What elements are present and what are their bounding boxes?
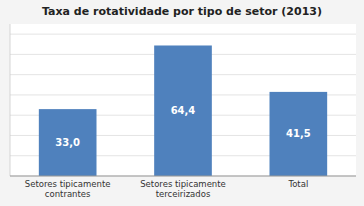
- bar: [39, 109, 97, 176]
- chart-container: Taxa de rotatividade por tipo de setor (…: [0, 0, 364, 206]
- data-labels: 33,0 64,4 41,5: [55, 105, 310, 148]
- plot-background: [10, 24, 356, 176]
- x-tick-labels: Setores tipicamentecontrantes Setores tip…: [25, 179, 308, 199]
- chart-title: Taxa de rotatividade por tipo de setor (…: [42, 5, 322, 18]
- grid-line: [10, 34, 356, 35]
- x-tick-label: Setores tipicamenteterceirizados: [140, 179, 226, 199]
- bars: [39, 45, 327, 176]
- bar: [270, 92, 328, 176]
- x-tick-label: Total: [287, 179, 308, 189]
- grid-line: [10, 176, 356, 177]
- data-label: 41,5: [286, 128, 311, 139]
- chart-svg: Taxa de rotatividade por tipo de setor (…: [0, 0, 364, 206]
- grid: [10, 34, 356, 176]
- data-label: 64,4: [171, 105, 196, 116]
- bar: [154, 45, 212, 176]
- x-tick-label: Setores tipicamentecontrantes: [25, 179, 111, 199]
- x-axis-line: [10, 176, 356, 177]
- y-axis-line: [10, 24, 11, 176]
- data-label: 33,0: [55, 137, 80, 148]
